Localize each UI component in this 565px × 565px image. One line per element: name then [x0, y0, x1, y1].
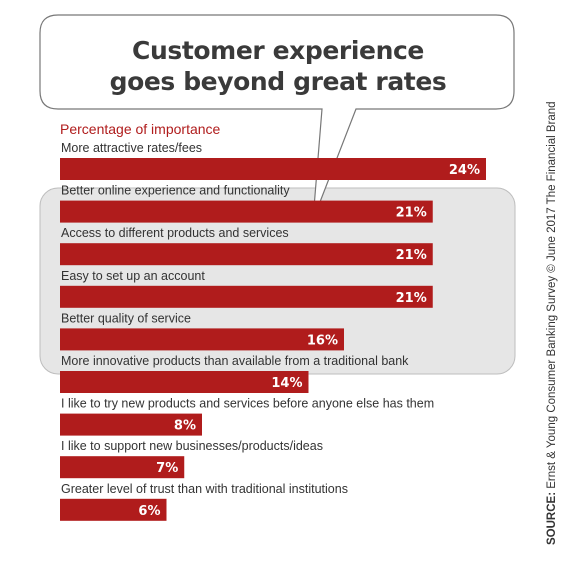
- bar: [60, 285, 433, 308]
- category-label: Better quality of service: [61, 311, 191, 325]
- category-label: I like to support new businesses/product…: [61, 439, 323, 453]
- chart-title-line-2: goes beyond great rates: [109, 67, 447, 96]
- value-label: 7%: [156, 461, 178, 476]
- category-label: Greater level of trust than with traditi…: [61, 482, 348, 496]
- bar: [60, 200, 433, 223]
- value-label: 16%: [307, 333, 338, 348]
- category-label: Access to different products and service…: [61, 226, 289, 240]
- value-label: 8%: [174, 419, 196, 434]
- source-text: Ernst & Young Consumer Banking Survey © …: [546, 101, 558, 492]
- bar: [60, 456, 185, 479]
- chart-title-line-1: Customer experience: [132, 36, 424, 65]
- source-note: SOURCE: Ernst & Young Consumer Banking S…: [545, 101, 559, 545]
- source-label: SOURCE:: [546, 491, 558, 545]
- category-label: I like to try new products and services …: [61, 397, 434, 411]
- category-label: Easy to set up an account: [61, 269, 205, 283]
- value-label: 14%: [271, 376, 302, 391]
- category-label: More attractive rates/fees: [61, 141, 202, 155]
- bar: [60, 328, 344, 351]
- category-label: Better online experience and functionali…: [61, 184, 290, 198]
- chart-subtitle: Percentage of importance: [60, 121, 221, 137]
- value-label: 21%: [396, 206, 427, 221]
- bar: [60, 413, 202, 436]
- value-label: 6%: [138, 504, 160, 519]
- bar: [60, 158, 486, 180]
- value-label: 21%: [396, 291, 427, 306]
- value-label: 24%: [449, 163, 480, 178]
- value-label: 21%: [396, 248, 427, 263]
- bar: [60, 498, 167, 521]
- category-label: More innovative products than available …: [61, 354, 409, 368]
- bar: [60, 243, 433, 266]
- bar: [60, 371, 309, 393]
